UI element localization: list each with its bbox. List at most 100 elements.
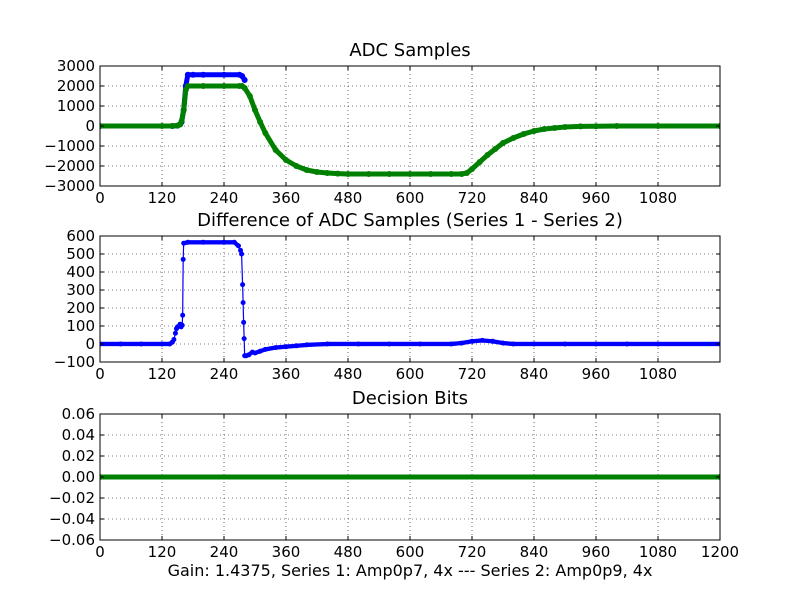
adc-samples-series-2-point <box>200 83 207 89</box>
adc-samples-series-2-point <box>303 167 310 173</box>
difference-series-1-point <box>234 242 240 247</box>
difference-series-1-point <box>323 341 328 347</box>
difference-series-1-point <box>623 341 628 347</box>
decision-bits-panel: Decision Bits 0 120 240 360 480 600 720 840 960 10… <box>49 388 739 561</box>
adc-samples-x-tick-label: 600 <box>396 189 425 207</box>
decision-bits-x-tick-label: 480 <box>334 543 363 561</box>
adc-samples-series-2-point <box>407 171 413 177</box>
difference-series-1-point <box>354 341 359 347</box>
adc-samples-series-2-point <box>448 171 455 177</box>
adc-samples-x-tick-label: 480 <box>334 189 363 207</box>
adc-samples-series-2-point <box>365 171 372 177</box>
adc-samples-series-2-point <box>541 126 548 132</box>
adc-samples-series-2-point <box>531 128 537 134</box>
adc-samples-series-2-point <box>613 123 620 129</box>
adc-samples-series-1-point <box>221 71 227 78</box>
adc-samples-series-2-point <box>510 135 517 141</box>
adc-samples-series-2-point <box>184 83 191 89</box>
adc-samples-series-2-point <box>500 140 506 146</box>
difference-series-1-point <box>172 330 178 336</box>
decision-bits-x-tick-label: 360 <box>272 543 301 561</box>
adc-samples-series-2-point <box>484 152 491 158</box>
adc-samples-series-2-point <box>169 123 176 129</box>
adc-samples-x-tick-label: 0 <box>95 189 105 207</box>
decision-bits-y-tick-label: −0.02 <box>49 489 95 507</box>
difference-x-tick-label: 960 <box>582 365 611 383</box>
adc-samples-series-2-point <box>469 166 475 172</box>
adc-samples-series-2-point <box>458 171 465 177</box>
adc-samples-series-2-point <box>221 83 227 89</box>
adc-samples-y-tick-label: −2000 <box>44 157 95 175</box>
adc-samples-series-2-point <box>655 123 661 129</box>
difference-x-tick-label: 480 <box>334 365 363 383</box>
decision-bits-x-tick-label: 840 <box>520 543 549 561</box>
adc-samples-x-tick-label: 120 <box>148 189 177 207</box>
difference-series-1-point <box>137 341 142 347</box>
difference-series-1-point <box>385 341 390 347</box>
adc-samples-series-2-point <box>520 131 527 137</box>
adc-samples-panel: ADC Samples 0 120 240 360 480 600 720 840 960 1080… <box>44 40 721 207</box>
difference-series-1-point <box>240 300 246 306</box>
difference-x-tick-label: 600 <box>396 365 425 383</box>
difference-series-1-point <box>561 341 566 347</box>
difference-series-1-point <box>654 341 659 347</box>
adc-samples-series-2-point <box>314 169 320 175</box>
adc-samples-series-1-point <box>190 71 196 78</box>
decision-bits-x-tick-label: 120 <box>148 543 177 561</box>
adc-samples-series-2-point <box>386 171 393 177</box>
difference-y-tick-label: 0 <box>85 335 95 353</box>
difference-x-tick-label: 1080 <box>639 365 677 383</box>
difference-x-tick-label: 240 <box>210 365 239 383</box>
difference-x-tick-label: 0 <box>95 365 105 383</box>
adc-samples-x-tick-label: 360 <box>272 189 301 207</box>
adc-samples-title: ADC Samples <box>349 40 470 61</box>
difference-series-1-point <box>240 282 246 288</box>
decision-bits-series-1 <box>100 474 720 480</box>
difference-series-1-point <box>180 312 186 318</box>
adc-samples-series-2-point <box>345 171 351 177</box>
difference-x-tick-label: 120 <box>148 365 177 383</box>
adc-samples-series-2-point <box>551 125 558 131</box>
difference-series-1-point <box>179 322 185 328</box>
adc-samples-series-2-point <box>252 107 258 113</box>
decision-bits-y-tick-label: 0.00 <box>62 468 95 486</box>
adc-samples-series-2-point <box>180 107 187 113</box>
difference-series-1-point <box>180 256 186 262</box>
adc-samples-y-tick-label: −3000 <box>44 177 95 195</box>
adc-samples-series-2-point <box>562 124 568 130</box>
difference-series-1-point <box>168 340 174 346</box>
decision-bits-x-tick-label: 600 <box>396 543 425 561</box>
adc-samples-series-2-point <box>293 163 300 169</box>
adc-samples-series-2-point <box>427 171 434 177</box>
difference-series-1-point <box>256 349 261 354</box>
adc-samples-x-tick-label: 240 <box>210 189 239 207</box>
decision-bits-x-tick-label: 0 <box>95 543 105 561</box>
decision-bits-x-tick-label: 960 <box>582 543 611 561</box>
footer-label: Gain: 1.4375, Series 1: Amp0p7, 4x --- S… <box>168 561 653 580</box>
difference-series-1-point <box>220 240 225 245</box>
adc-samples-series-2-point <box>577 123 584 130</box>
difference-series-1-point <box>530 341 535 347</box>
difference-x-tick-label: 360 <box>272 365 301 383</box>
adc-samples-y-tick-label: 2000 <box>57 77 95 95</box>
decision-bits-title: Decision Bits <box>352 388 468 409</box>
decision-bits-y-tick-label: 0.02 <box>62 447 95 465</box>
decision-bits-x-tick-label: 1080 <box>639 543 677 561</box>
difference-x-tick-label: 840 <box>520 365 549 383</box>
adc-samples-y-tick-label: 3000 <box>57 57 95 75</box>
difference-series-1-point <box>241 319 247 325</box>
difference-y-tick-label: 100 <box>66 317 95 335</box>
difference-y-tick-label: 500 <box>66 245 95 263</box>
adc-samples-x-tick-label: 840 <box>520 189 549 207</box>
adc-samples-series-2-point <box>159 123 165 129</box>
adc-samples-y-tick-label: 1000 <box>57 97 95 115</box>
adc-samples-series-2-point <box>283 157 289 163</box>
difference-x-tick-label: 720 <box>458 365 487 383</box>
decision-bits-y-tick-label: 0.04 <box>62 426 95 444</box>
adc-samples-series-2-point <box>257 119 264 125</box>
adc-samples-series-2-point <box>463 170 470 176</box>
adc-samples-series-2-point <box>324 170 331 176</box>
difference-y-tick-label: 200 <box>66 299 95 317</box>
difference-series-1-point <box>158 341 163 347</box>
